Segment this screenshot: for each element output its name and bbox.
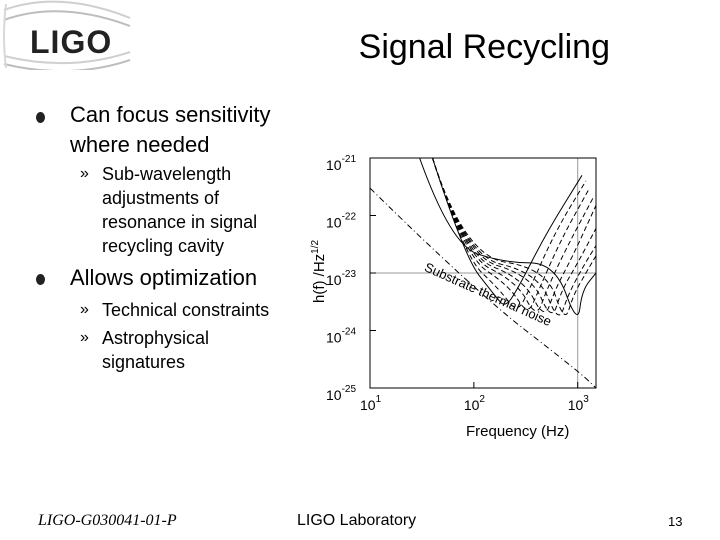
chart-x-tick-label: 103 (568, 394, 590, 413)
chart-grid (370, 158, 596, 388)
sub-bullet-2-2-line-2: signatures (102, 352, 186, 372)
footer-organization: LIGO Laboratory (297, 512, 417, 529)
chart-y-tick-label: 10-23 (326, 269, 356, 288)
sub-bullet-2-2-line-1: Astrophysical (102, 328, 210, 348)
noise-curve-chart: 101 102 103 10-21 10-22 10-23 10-24 10-25 Subst… (310, 154, 597, 440)
sub-bullet-1-1-line-2: adjustments of (102, 188, 220, 208)
sub-bullet-1-1-line-4: recycling cavity (102, 236, 225, 256)
chart-series-line (432, 158, 587, 308)
chart-series-line (432, 158, 596, 314)
chart-series-line (370, 187, 596, 388)
chart-series-line (432, 158, 596, 316)
logo-arcs (3, 0, 131, 70)
chart-x-tick-label: 102 (464, 394, 486, 413)
logo: LIGO (0, 0, 140, 70)
page-number: 13 (668, 514, 683, 529)
chart-y-tick-label: 10-24 (326, 327, 356, 346)
sub-bullet-marker: » (80, 301, 89, 318)
chart-y-tick-label: 10-22 (326, 212, 356, 231)
chart-tick-labels: 101 102 103 10-21 10-22 10-23 10-24 10-25 (326, 154, 589, 413)
bullet-2-text: Allows optimization (70, 265, 258, 290)
chart-y-axis-label: h(f) /Hz1/2 (310, 239, 328, 303)
footer-doc-id: LIGO-G030041-01-P (38, 512, 177, 529)
bullet-1-line-1: Can focus sensitivity (70, 102, 271, 127)
chart-series-line (432, 158, 596, 316)
sub-bullet-marker: » (80, 329, 89, 346)
chart-y-axis-label-base: h(f) /Hz (311, 254, 328, 303)
sub-bullet-1-1-text: Sub-wavelength adjustments of resonance … (102, 162, 257, 258)
sub-bullet-2-1-text: Technical constraints (102, 300, 270, 320)
chart-annotation: Substrate thermal noise (422, 259, 554, 329)
sub-bullet-1-1-line-1: Sub-wavelength (102, 164, 232, 184)
bullet-1-line-2: where needed (70, 132, 210, 157)
slide-title: Signal Recycling (358, 28, 610, 66)
chart-series-line (419, 158, 596, 316)
sub-bullet-marker: » (80, 165, 89, 182)
chart-series-line (432, 158, 583, 305)
chart-series-line (432, 158, 594, 312)
bullet-dot (36, 112, 45, 123)
chart-x-tick-label: 101 (360, 394, 382, 413)
chart-x-axis-label: Frequency (Hz) (466, 423, 569, 440)
chart-series (370, 158, 596, 388)
chart-y-tick-label: 10-25 (326, 384, 356, 403)
bullet-1-text: Can focus sensitivity where needed (70, 100, 271, 160)
sub-bullet-2-2-text: Astrophysical signatures (102, 326, 209, 374)
chart-y-axis-label-sup: 1/2 (310, 239, 321, 253)
sub-bullet-1-1-line-3: resonance in signal (102, 212, 258, 232)
chart-y-tick-label: 10-21 (326, 154, 356, 173)
bullet-dot (36, 274, 45, 285)
chart-series-line (432, 158, 590, 310)
logo-text: LIGO (30, 24, 113, 60)
